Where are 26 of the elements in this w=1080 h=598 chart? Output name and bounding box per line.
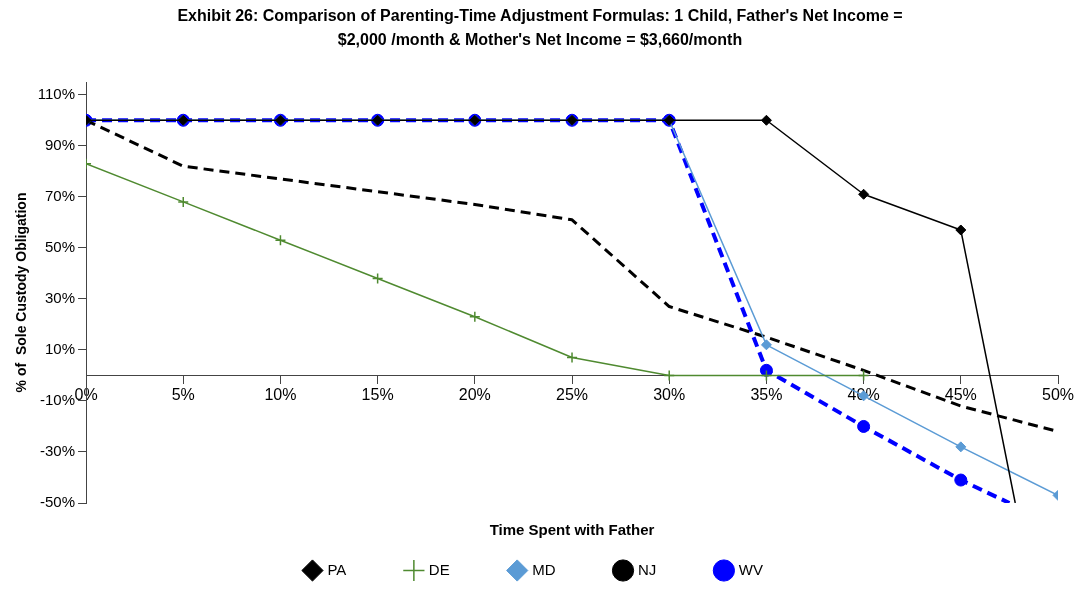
y-tick-label: 50% (45, 237, 76, 255)
y-tick-label: 110% (37, 84, 76, 102)
x-tick-label: 5% (171, 386, 195, 404)
y-tick-label: -10% (40, 391, 76, 409)
legend-label: DE (428, 560, 450, 578)
x-tick-label: 45% (944, 386, 977, 404)
x-tick-label: 25% (556, 386, 589, 404)
legend-label: PA (327, 560, 347, 578)
x-tick-label: 10% (264, 386, 297, 404)
x-tick-label: 20% (458, 386, 491, 404)
legend-label: MD (532, 560, 556, 578)
x-axis-title: Time Spent with Father (489, 520, 655, 538)
x-tick-label: 50% (1041, 386, 1075, 404)
y-tick-label: 90% (45, 135, 76, 153)
legend-label: WV (738, 560, 764, 578)
y-tick-label: -30% (40, 442, 76, 460)
y-tick-label: 30% (45, 289, 76, 307)
chart-title: Exhibit 26: Comparison of Parenting-Time Adjustment Formulas: 1 Child, Father's Net Income = $2,000 /month & Mother's Net Income = $3,660/month (176, 6, 904, 50)
y-tick-label: 70% (45, 186, 76, 204)
y-tick-label: -50% (40, 493, 76, 511)
y-tick-label: 10% (45, 340, 76, 358)
x-tick-label: 15% (361, 386, 394, 404)
legend-label: NJ (638, 560, 657, 578)
y-axis-title: % of Sole Custody Obligation (13, 192, 30, 393)
x-tick-label: 35% (750, 386, 783, 404)
x-tick-label: 30% (653, 386, 686, 404)
